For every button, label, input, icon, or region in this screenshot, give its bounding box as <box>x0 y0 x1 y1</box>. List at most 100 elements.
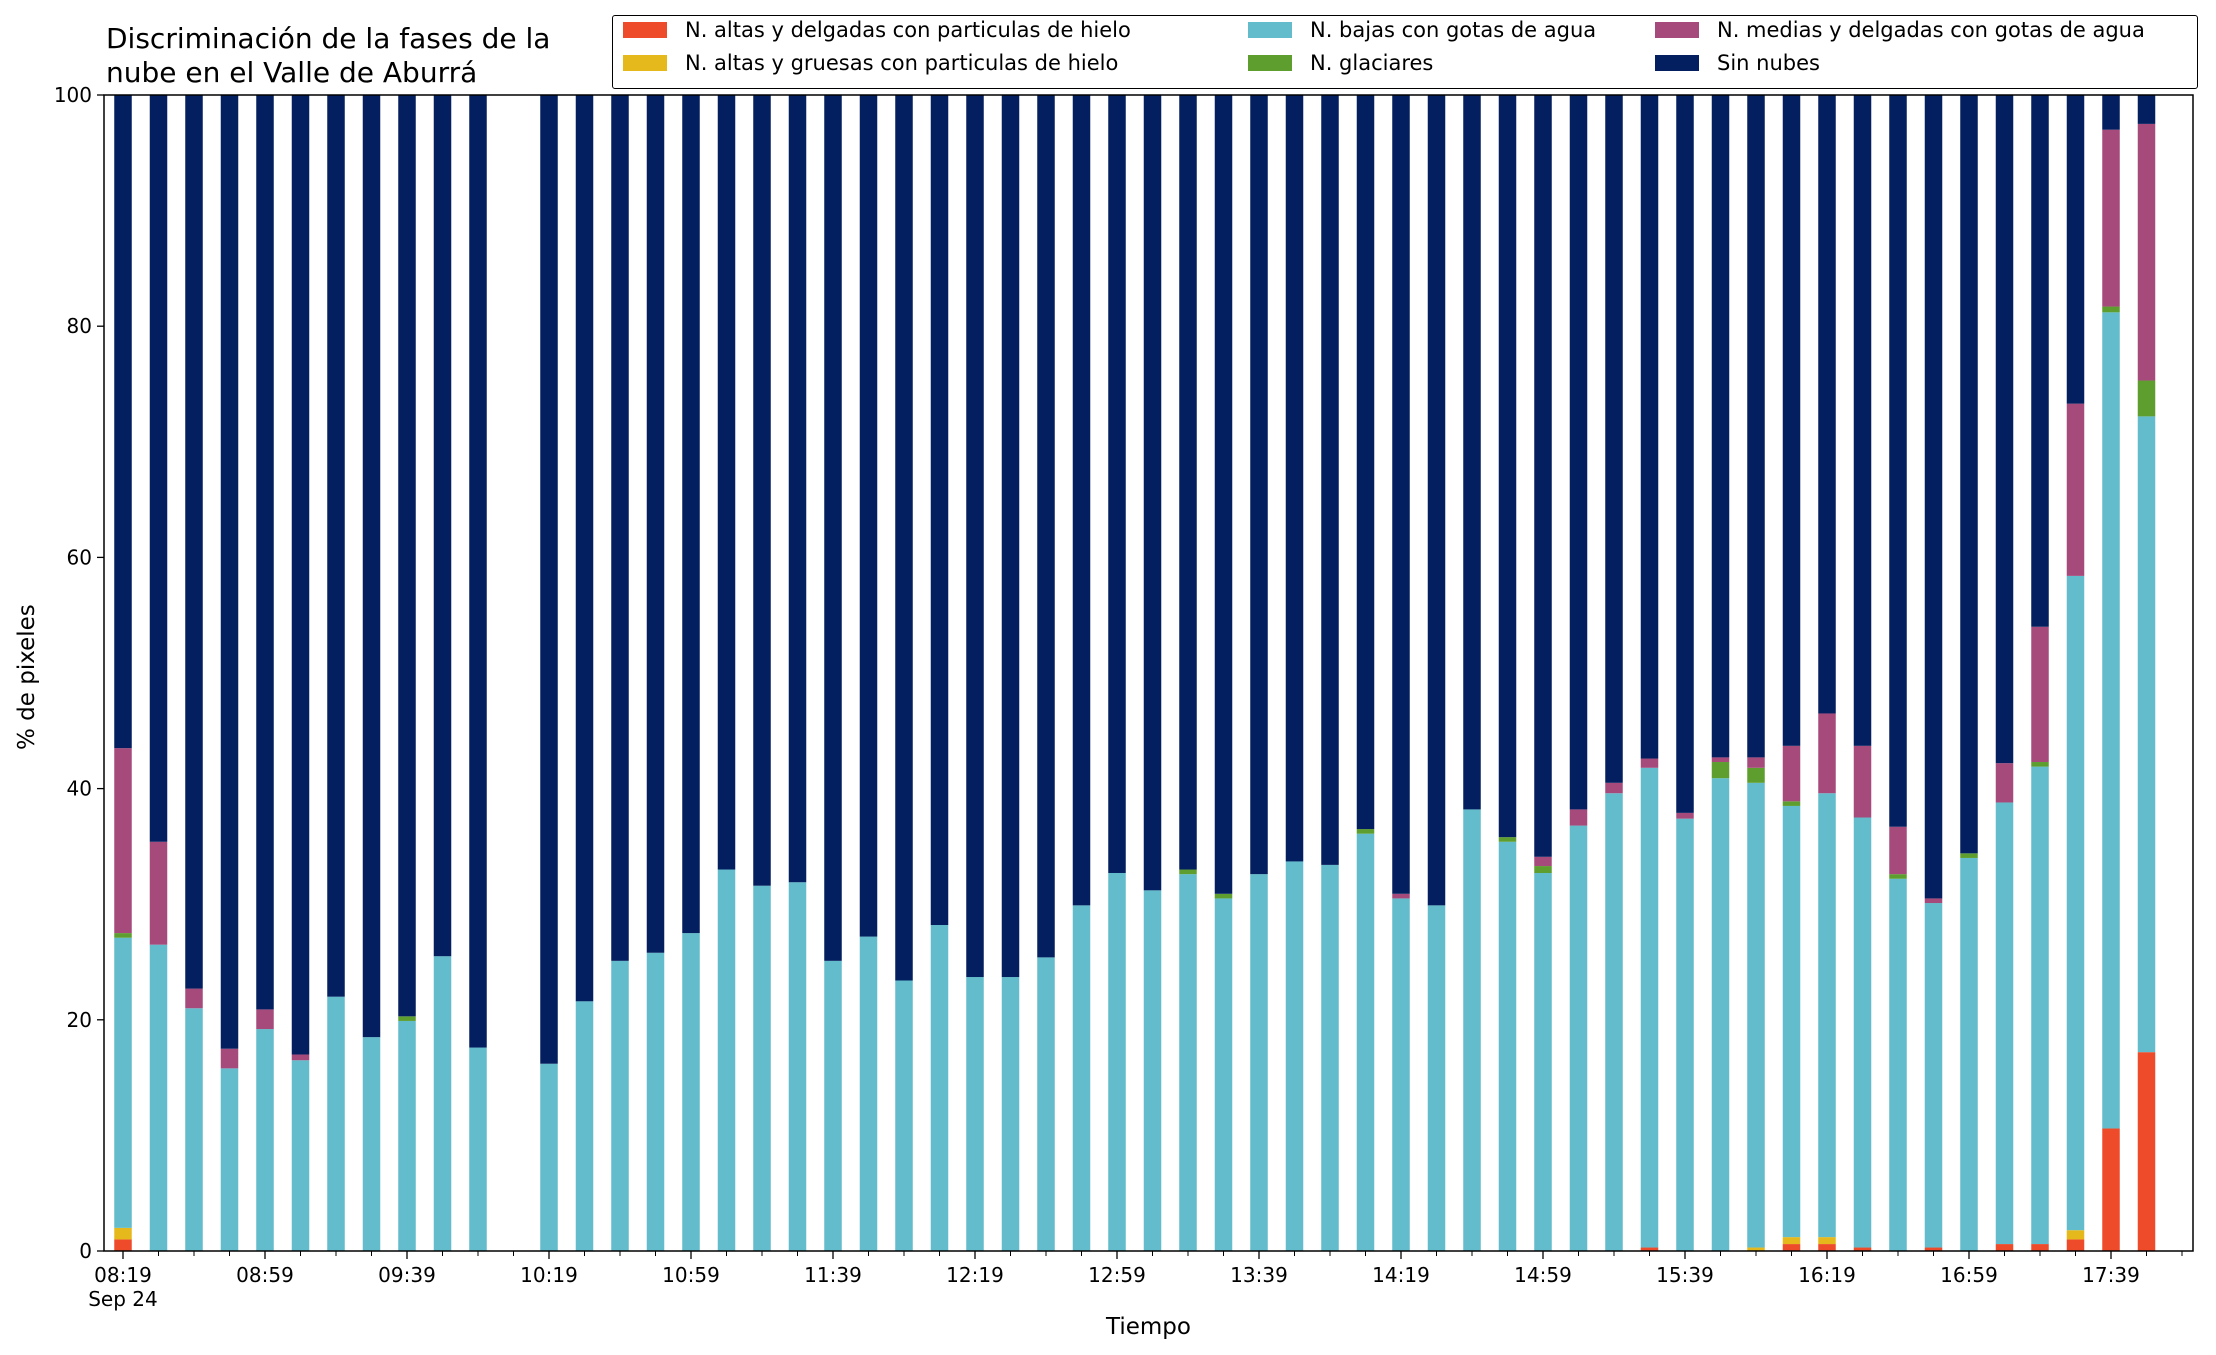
bar-segment <box>1782 1244 1801 1251</box>
bar-segment <box>2031 1244 2049 1251</box>
plot-frame <box>103 94 2194 1252</box>
bar-segment <box>930 925 949 1251</box>
bar-segment <box>1498 841 1517 1251</box>
legend-swatch <box>1655 55 1699 71</box>
bar-segment <box>788 882 807 1251</box>
bar-segment <box>1640 1247 1659 1251</box>
bar-segment <box>966 95 984 978</box>
bar-segment <box>1463 809 1481 1251</box>
bar-segment <box>362 95 381 1038</box>
bar-segment <box>220 1048 239 1069</box>
legend-swatch <box>623 22 667 38</box>
bar-segment <box>1853 745 1872 818</box>
bar-segment <box>1960 853 1978 858</box>
bar-segment <box>575 95 594 1002</box>
bar-segment <box>1569 95 1588 810</box>
bar-segment <box>2137 416 2156 1053</box>
legend-label: N. bajas con gotas de agua <box>1310 18 1597 42</box>
bar-segment <box>114 1239 132 1251</box>
x-axis-label: Tiempo <box>1106 1314 1191 1340</box>
bar-segment <box>1356 833 1375 1251</box>
bar-segment <box>1818 1244 1836 1251</box>
bar-segment <box>717 869 736 1251</box>
bar-segment <box>1356 829 1375 834</box>
bar-segment <box>682 95 700 934</box>
legend-item: N. glaciares <box>1248 51 1433 75</box>
bar-segment <box>824 95 842 961</box>
bar-segment <box>1321 864 1339 1251</box>
bar-segment <box>185 988 203 1009</box>
bar-segment <box>1534 95 1552 857</box>
bar-segment <box>1711 757 1730 763</box>
legend-swatch <box>623 55 667 71</box>
y-tick-label: 40 <box>67 777 92 801</box>
bar-segment <box>398 1020 416 1251</box>
bar-segment <box>2137 1052 2156 1251</box>
bar-segment <box>433 956 452 1251</box>
bar-segment <box>2102 312 2120 1129</box>
bar-segment <box>1853 817 1872 1248</box>
bar-segment <box>1747 1247 1765 1251</box>
bar-segment <box>1924 1247 1943 1251</box>
x-tick-label: 08:19 <box>94 1263 152 1287</box>
bar-segment <box>291 1054 310 1061</box>
y-tick-label: 0 <box>79 1239 92 1263</box>
bar-segment <box>2102 95 2120 130</box>
bar-segment <box>1001 977 1020 1251</box>
y-tick-label: 60 <box>67 545 92 569</box>
bar-segment <box>1676 95 1694 813</box>
x-tick-label: 12:19 <box>946 1263 1004 1287</box>
y-tick-label: 20 <box>67 1008 92 1032</box>
bar-segment <box>1108 872 1126 1251</box>
x-tick-label: 16:59 <box>1940 1263 1998 1287</box>
bar-segment <box>1605 782 1623 794</box>
bar-segment <box>1214 95 1233 894</box>
bar-segment <box>1179 874 1197 1251</box>
bar-segment <box>327 996 345 1251</box>
bar-segment <box>1001 95 1020 978</box>
bar-segment <box>256 1009 274 1030</box>
bar-segment <box>1037 957 1055 1251</box>
bar-segment <box>362 1037 381 1251</box>
x-tick-label: 14:19 <box>1372 1263 1430 1287</box>
bar-segment <box>966 977 984 1251</box>
bar-segment <box>1392 898 1410 1251</box>
bar-segment <box>1747 95 1765 758</box>
bar-segment <box>114 95 132 749</box>
bar-segment <box>2137 95 2156 124</box>
bar-segment <box>1143 95 1162 891</box>
x-tick-label: Sep 24 <box>88 1287 158 1311</box>
bar-segment <box>1995 95 2014 764</box>
x-tick-label: 11:39 <box>804 1263 862 1287</box>
bar-segment <box>2066 1230 2085 1240</box>
legend-item: N. medias y delgadas con gotas de agua <box>1655 18 2145 42</box>
bar-segment <box>788 95 807 883</box>
bar-segment <box>1463 95 1481 810</box>
bar-segment <box>185 95 203 989</box>
y-tick-label: 80 <box>67 314 92 338</box>
legend-swatch <box>1248 22 1292 38</box>
bar-segment <box>2102 1128 2120 1251</box>
bar-segment <box>2066 95 2085 404</box>
legend-swatch <box>1655 22 1699 38</box>
bar-segment <box>540 95 558 1064</box>
bar-segment <box>1782 801 1801 806</box>
x-tick-label: 12:59 <box>1088 1263 1146 1287</box>
legend-label: N. altas y delgadas con particulas de hi… <box>685 18 1131 42</box>
bar-segment <box>1640 758 1659 768</box>
bar-segment <box>256 95 274 1010</box>
x-tick-label: 08:59 <box>236 1263 294 1287</box>
bar-segment <box>1285 861 1304 1251</box>
x-tick-label: 16:19 <box>1798 1263 1856 1287</box>
bar-segment <box>1534 856 1552 867</box>
bar-segment <box>149 841 168 945</box>
bar-segment <box>859 95 878 937</box>
bar-segment <box>1072 905 1091 1251</box>
bar-segment <box>1321 95 1339 865</box>
bar-segment <box>1072 95 1091 906</box>
bar-segment <box>1569 825 1588 1251</box>
y-tick-label: 100 <box>54 83 92 107</box>
bar-segment <box>1853 95 1872 746</box>
bar-segment <box>2137 380 2156 417</box>
bar-segment <box>1818 1237 1836 1245</box>
